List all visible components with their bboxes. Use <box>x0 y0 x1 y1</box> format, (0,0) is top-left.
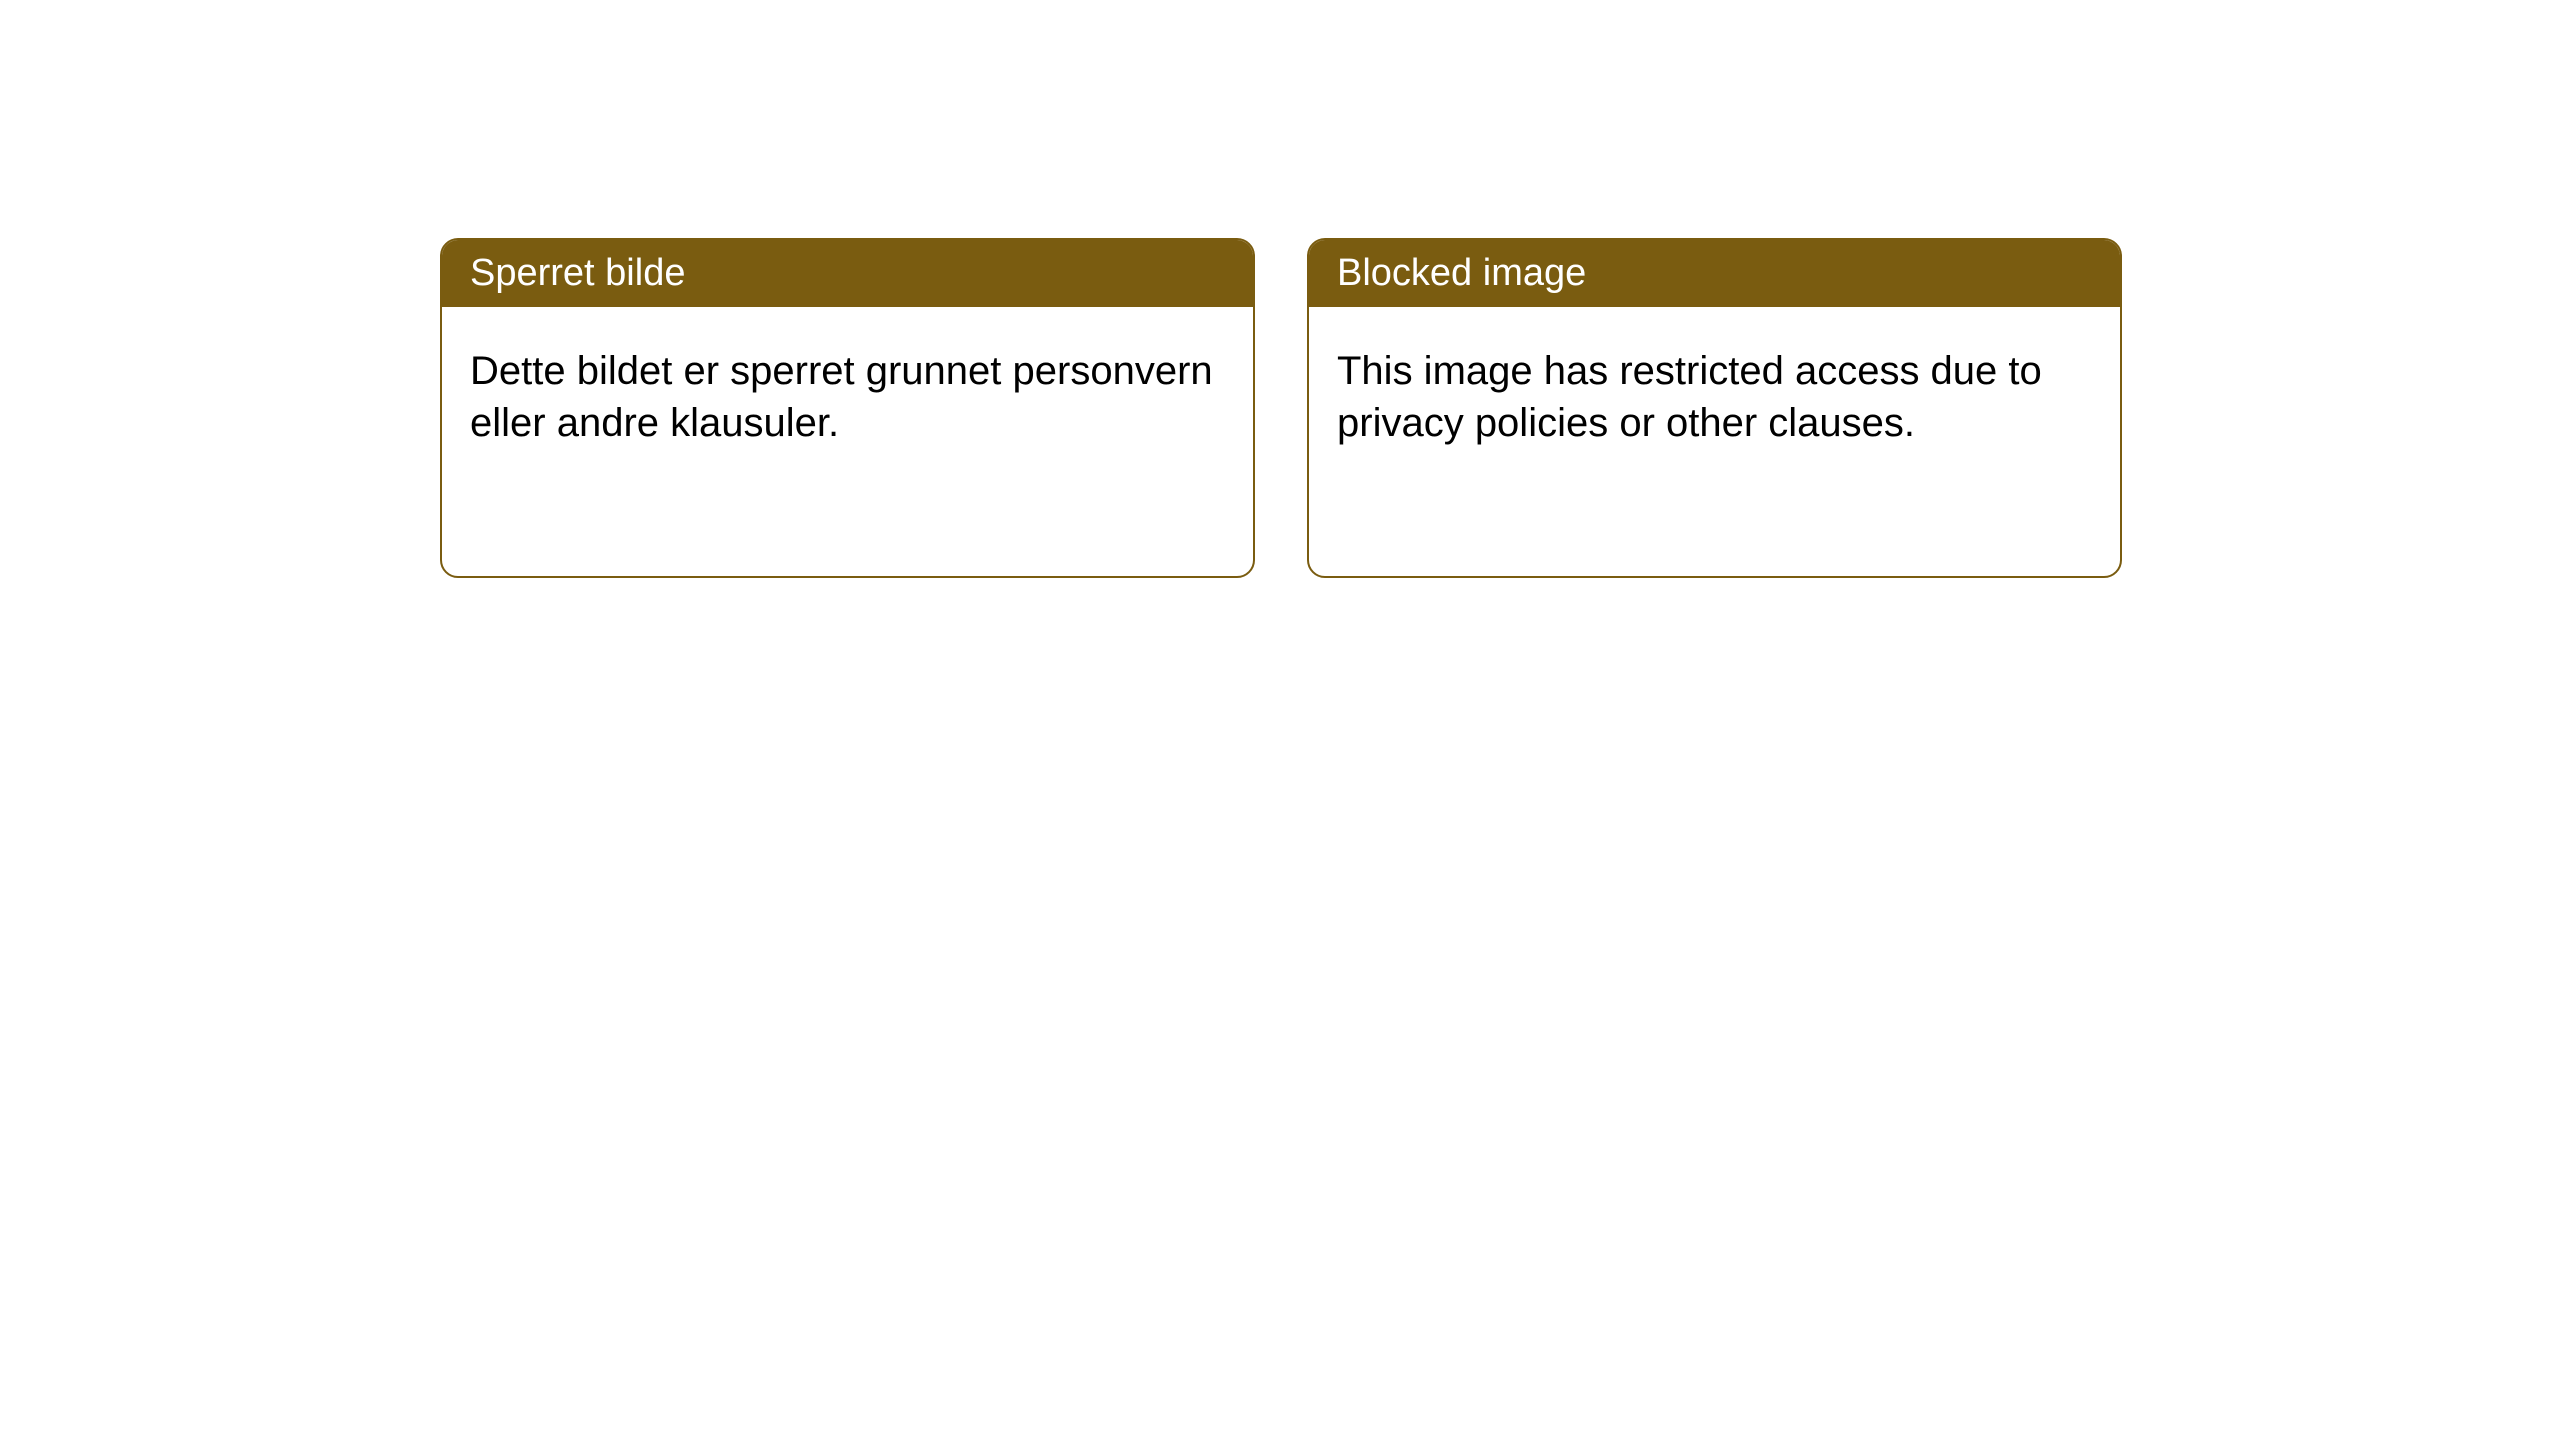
notice-card-title: Blocked image <box>1309 240 2120 307</box>
notice-card-no: Sperret bilde Dette bildet er sperret gr… <box>440 238 1255 578</box>
notice-card-en: Blocked image This image has restricted … <box>1307 238 2122 578</box>
notice-card-body: This image has restricted access due to … <box>1309 307 2120 487</box>
notice-card-title: Sperret bilde <box>442 240 1253 307</box>
notice-container: Sperret bilde Dette bildet er sperret gr… <box>0 0 2560 578</box>
notice-card-body: Dette bildet er sperret grunnet personve… <box>442 307 1253 487</box>
